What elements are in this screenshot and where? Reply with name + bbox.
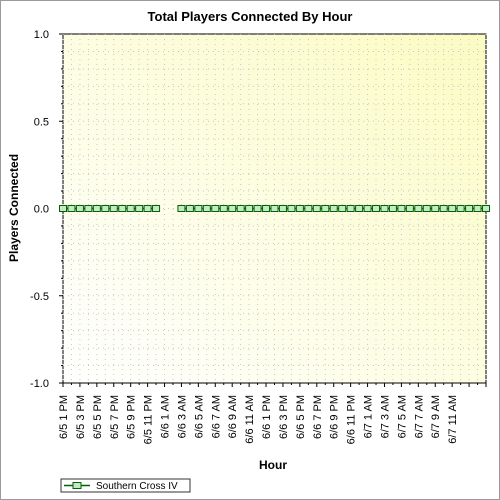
data-point [202, 205, 211, 212]
data-point [84, 205, 93, 212]
data-point [422, 205, 431, 212]
data-point [67, 205, 76, 212]
data-point [143, 205, 152, 212]
data-point [177, 205, 186, 212]
data-point [253, 205, 262, 212]
data-point [312, 205, 321, 212]
data-point [473, 205, 482, 212]
y-axis-title: Players Connected [7, 154, 21, 262]
data-point [465, 205, 474, 212]
legend-box [60, 478, 191, 493]
x-tick-label: 6/5 1 PM [58, 395, 70, 439]
data-point [194, 205, 203, 212]
y-tick-label: -0.5 [30, 291, 49, 303]
data-point [270, 205, 279, 212]
x-tick-label: 6/6 7 PM [312, 395, 324, 439]
x-tick-label: 6/6 9 AM [227, 395, 239, 438]
data-point [304, 205, 313, 212]
data-point [397, 205, 406, 212]
data-point [380, 205, 389, 212]
data-point [228, 205, 237, 212]
x-tick-label: 6/5 7 PM [109, 395, 121, 439]
legend-marker [72, 482, 82, 489]
x-axis: 6/5 1 PM 6/5 3 PM 6/5 5 PM 6/5 7 PM 6/5 9 PM… [58, 383, 487, 444]
y-tick-label: 1.0 [34, 29, 49, 41]
data-point [321, 205, 330, 212]
legend-label: Southern Cross IV [96, 481, 178, 492]
x-tick-label: 6/6 5 AM [193, 395, 205, 438]
x-tick-label: 6/6 1 AM [160, 395, 172, 438]
x-tick-label: 6/5 11 PM [143, 395, 155, 444]
series-group [59, 205, 490, 212]
data-point [448, 205, 457, 212]
data-point [245, 205, 254, 212]
x-tick-label: 6/7 11 AM [447, 395, 459, 444]
data-point [152, 205, 161, 212]
data-point [456, 205, 465, 212]
y-tick-label: -1.0 [30, 378, 49, 390]
y-axis: 1.0 0.5 0.0 -0.5 -1.0 [30, 29, 63, 390]
data-point [439, 205, 448, 212]
data-point [262, 205, 271, 212]
x-tick-label: 6/7 9 AM [430, 395, 442, 438]
data-point [355, 205, 364, 212]
data-point [346, 205, 355, 212]
data-point [287, 205, 296, 212]
x-tick-label: 6/6 3 AM [176, 395, 188, 438]
data-point [185, 205, 194, 212]
data-point [414, 205, 423, 212]
y-tick-label: 0.5 [34, 116, 49, 128]
x-tick-label: 6/6 11 PM [346, 395, 358, 444]
data-point [126, 205, 135, 212]
data-point [278, 205, 287, 212]
data-point [118, 205, 127, 212]
legend: Southern Cross IV [60, 478, 191, 493]
data-point [363, 205, 372, 212]
x-tick-label: 6/6 5 PM [295, 395, 307, 439]
data-point [295, 205, 304, 212]
x-tick-label: 6/7 5 AM [396, 395, 408, 438]
data-point [338, 205, 347, 212]
x-tick-label: 6/6 3 PM [278, 395, 290, 439]
data-point [236, 205, 245, 212]
x-tick-label: 6/6 7 AM [210, 395, 222, 438]
x-axis-title: Hour [259, 458, 287, 472]
data-point [101, 205, 110, 212]
x-tick-label: 6/7 7 AM [413, 395, 425, 438]
x-tick-label: 6/7 1 AM [363, 395, 375, 438]
y-tick-label: 0.0 [34, 204, 49, 216]
x-tick-label: 6/6 1 PM [261, 395, 273, 439]
data-point [219, 205, 228, 212]
data-point [431, 205, 440, 212]
x-tick-label: 6/5 5 PM [92, 395, 104, 439]
x-tick-label: 6/5 9 PM [126, 395, 138, 439]
x-tick-label: 6/6 9 PM [329, 395, 341, 439]
x-tick-label: 6/6 11 AM [244, 395, 256, 444]
x-tick-label: 6/7 3 AM [379, 395, 391, 438]
data-point [59, 205, 67, 212]
data-point [405, 205, 414, 212]
x-tick-label: 6/5 3 PM [75, 395, 87, 439]
data-point [75, 205, 84, 212]
data-point [135, 205, 144, 212]
data-point [109, 205, 118, 212]
data-point [388, 205, 397, 212]
data-point [92, 205, 101, 212]
data-point [211, 205, 220, 212]
data-point [372, 205, 381, 212]
data-point [329, 205, 338, 212]
data-point [482, 205, 490, 212]
chart-title: Total Players Connected By Hour [148, 9, 353, 24]
